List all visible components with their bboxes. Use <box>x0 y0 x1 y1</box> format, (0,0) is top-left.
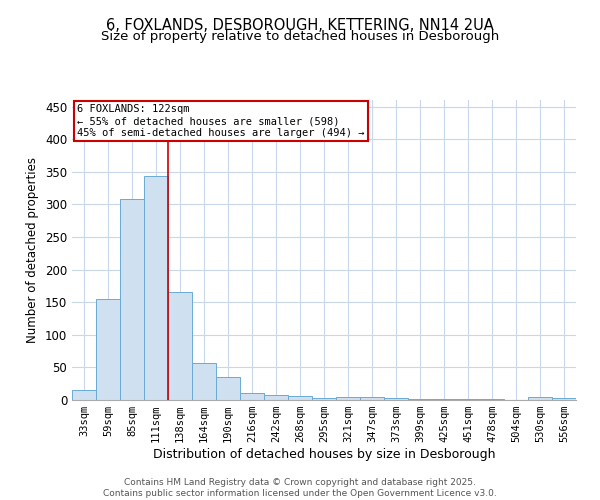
Text: Contains HM Land Registry data © Crown copyright and database right 2025.
Contai: Contains HM Land Registry data © Crown c… <box>103 478 497 498</box>
Bar <box>120 199 144 400</box>
Bar <box>528 398 552 400</box>
Bar <box>312 398 336 400</box>
Bar <box>216 377 240 400</box>
Bar <box>168 292 192 400</box>
Y-axis label: Number of detached properties: Number of detached properties <box>26 157 40 343</box>
Bar <box>360 398 384 400</box>
Bar <box>144 176 168 400</box>
Text: 6 FOXLANDS: 122sqm
← 55% of detached houses are smaller (598)
45% of semi-detach: 6 FOXLANDS: 122sqm ← 55% of detached hou… <box>77 104 365 138</box>
Bar <box>96 299 120 400</box>
Bar <box>384 398 408 400</box>
Bar <box>408 398 432 400</box>
Text: 6, FOXLANDS, DESBOROUGH, KETTERING, NN14 2UA: 6, FOXLANDS, DESBOROUGH, KETTERING, NN14… <box>106 18 494 32</box>
Bar <box>192 363 216 400</box>
Bar <box>552 398 576 400</box>
Bar <box>288 396 312 400</box>
Bar <box>72 390 96 400</box>
Bar <box>264 395 288 400</box>
Text: Size of property relative to detached houses in Desborough: Size of property relative to detached ho… <box>101 30 499 43</box>
X-axis label: Distribution of detached houses by size in Desborough: Distribution of detached houses by size … <box>153 448 495 461</box>
Bar <box>240 394 264 400</box>
Bar <box>336 396 360 400</box>
